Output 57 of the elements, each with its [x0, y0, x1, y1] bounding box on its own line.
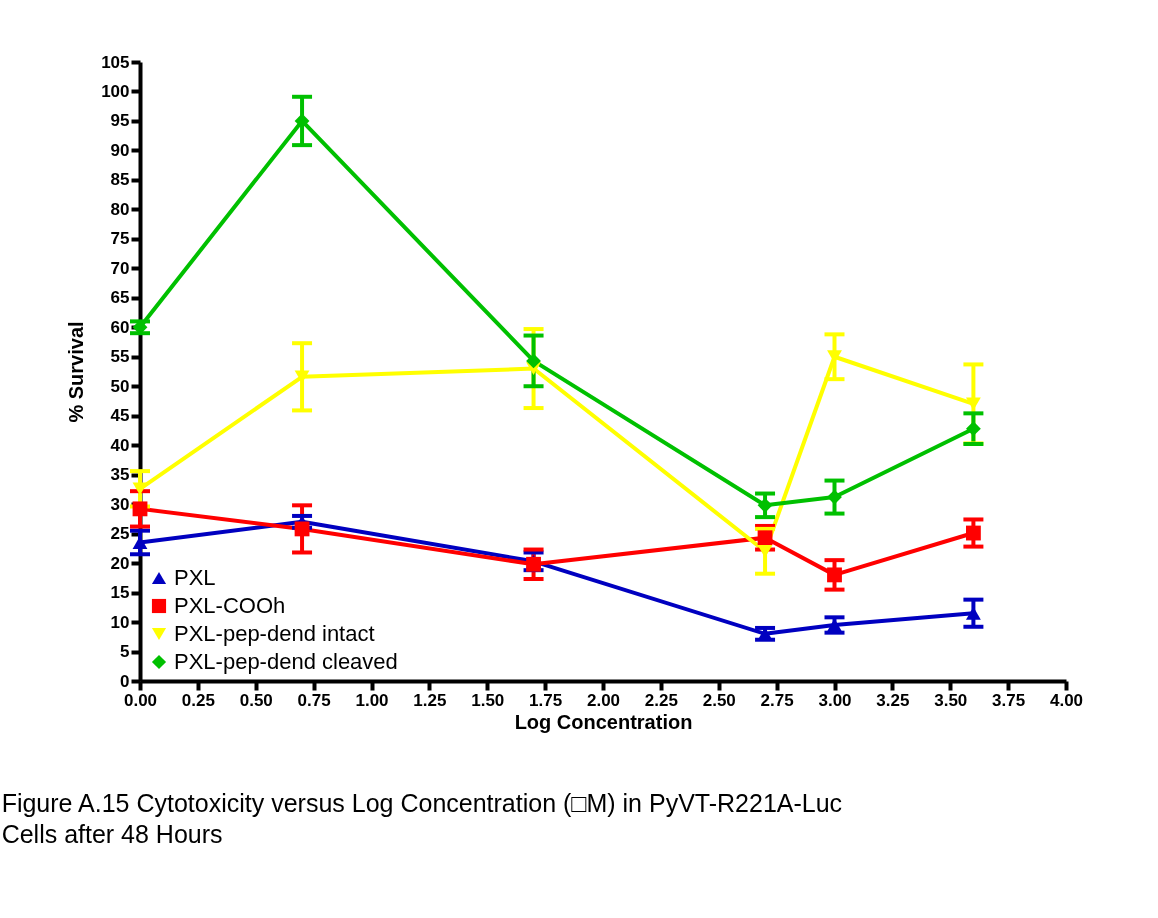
point [757, 530, 773, 546]
y-tick-label: 55 [110, 347, 130, 367]
point [827, 567, 842, 583]
x-tick-label: 3.50 [934, 690, 968, 710]
y-tick-label: 105 [101, 52, 130, 72]
x-tick-label: 3.00 [818, 690, 852, 710]
x-tick-label: 3.25 [876, 690, 910, 710]
y-tick-label: 50 [110, 376, 130, 396]
y-axis-title: % Survival [65, 321, 88, 423]
legend-label: PXL-pep-dend intact [174, 621, 375, 646]
y-tick-label: 45 [110, 406, 130, 426]
y-tick-label: 10 [110, 612, 130, 632]
point [526, 353, 541, 369]
point [132, 501, 148, 517]
legend-label: PXL-COOh [174, 593, 286, 618]
text: Figure A.15 Cytotoxicity versus Log Concentration (□M) in PyVT-R221A-Luc Cells after 48 Hours [1, 789, 843, 848]
y-tick-label: 20 [110, 553, 130, 573]
legend-label: PXL-pep-dend cleaved [174, 649, 398, 674]
x-tick-label: 0.75 [297, 690, 331, 710]
point [294, 521, 310, 537]
x-tick-label: 0.50 [239, 690, 273, 710]
point [294, 113, 310, 129]
x-tick-label: 2.75 [760, 690, 794, 710]
x-tick-label: 0.00 [123, 690, 158, 710]
x-tick-label: 1.75 [529, 690, 563, 710]
x-tick-label: 0.25 [181, 690, 215, 710]
point [526, 556, 541, 572]
y-tick-label: 15 [110, 583, 130, 603]
x-tick-label: 4.00 [1049, 690, 1084, 710]
x-tick-label: 1.50 [471, 690, 505, 710]
y-tick-label: 65 [110, 288, 130, 308]
x-axis-title: Log Concentration [514, 710, 693, 733]
x-tick-label: 2.25 [644, 690, 678, 710]
y-tick-label: 60 [110, 317, 130, 337]
x-tick-label: 1.25 [413, 690, 447, 710]
point [965, 525, 981, 541]
y-tick-label: 95 [110, 111, 130, 131]
legend-label: PXL [174, 565, 216, 590]
point [132, 482, 148, 496]
y-tick-label: 40 [110, 435, 130, 455]
y-tick-label: 75 [110, 229, 130, 249]
y-tick-label: 30 [110, 494, 130, 514]
y-tick-label: 100 [101, 81, 130, 101]
x-tick-label: 3.75 [992, 690, 1026, 710]
y-tick-label: 85 [110, 170, 130, 190]
y-tick-label: 0 [120, 671, 130, 691]
x-tick-label: 1.00 [355, 690, 389, 710]
point [757, 497, 773, 513]
x-tick-label: 2.50 [702, 690, 736, 710]
y-tick-label: 35 [110, 465, 130, 485]
y-tick-label: 90 [110, 140, 130, 160]
point [965, 421, 981, 437]
y-tick-label: 70 [110, 258, 130, 278]
y-tick-label: 25 [110, 524, 130, 544]
y-tick-label: 80 [110, 199, 130, 219]
y-tick-label: 5 [120, 642, 130, 662]
x-tick-label: 2.00 [586, 690, 621, 710]
